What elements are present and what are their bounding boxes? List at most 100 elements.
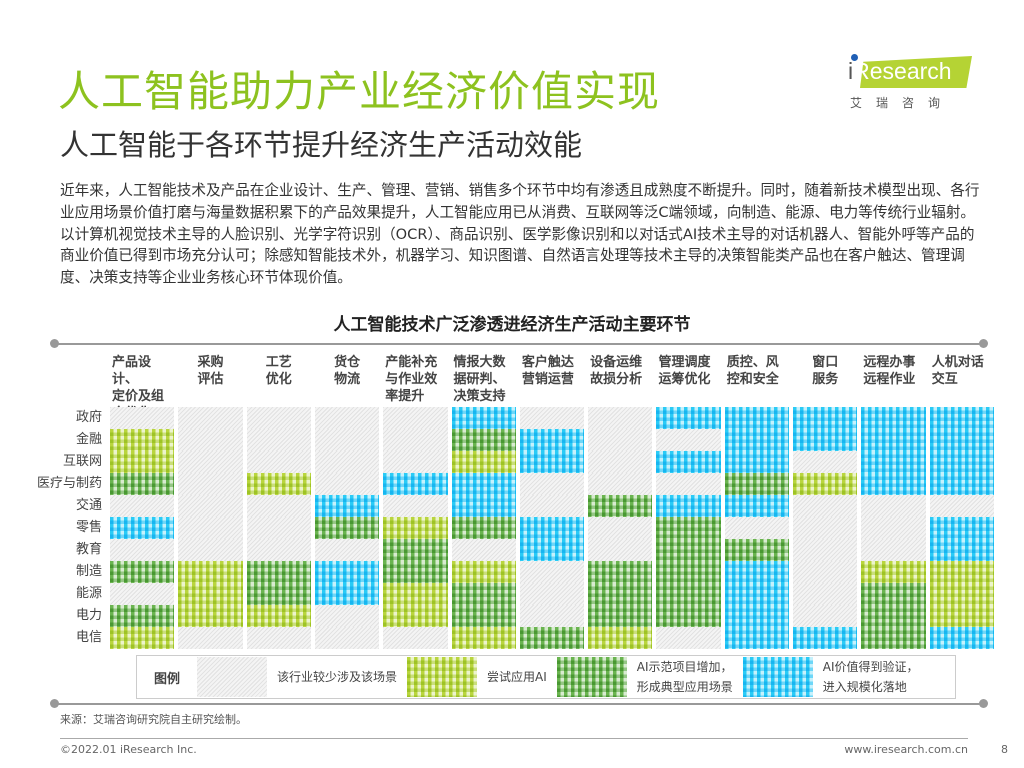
column-header: 工艺优化 <box>247 354 311 422</box>
heatmap-cell <box>588 539 653 561</box>
heatmap-cell <box>724 583 790 605</box>
heatmap-cell <box>451 561 516 583</box>
heatmap-cell <box>178 473 243 495</box>
page-number: 8 <box>1001 743 1008 756</box>
heatmap-cell <box>246 451 311 473</box>
heatmap-cell <box>110 473 175 495</box>
heatmap-cell <box>519 429 585 451</box>
heatmap-cell <box>519 627 585 649</box>
heatmap-cell <box>314 407 380 429</box>
column-header: 窗口服务 <box>793 354 857 422</box>
heatmap-cell <box>314 627 380 649</box>
column-header-line: 决策支持 <box>453 389 506 404</box>
heatmap-cell <box>451 583 516 605</box>
column-header-line: 质控、风 <box>726 355 779 370</box>
heatmap-cell <box>724 429 790 451</box>
heatmap-cell <box>724 473 790 495</box>
heatmap-cell <box>929 473 994 495</box>
heatmap-cell <box>451 539 516 561</box>
heatmap-cell <box>861 495 926 517</box>
legend-label-line: 形成典型应用场景 <box>636 680 733 694</box>
column-header: 产能补充 与作业效 率提升 <box>383 354 447 422</box>
heatmap-cell <box>178 539 243 561</box>
heatmap-cell <box>861 517 926 539</box>
heatmap-cell <box>656 407 721 429</box>
row-label: 金融 <box>75 432 102 447</box>
heatmap-cell <box>793 561 858 583</box>
heatmap-cell <box>656 429 721 451</box>
heatmap-cell <box>246 583 311 605</box>
heatmap-cell <box>929 627 994 649</box>
heatmap-cell <box>929 429 994 451</box>
column-header: 远程办事 远程作业 <box>861 354 925 422</box>
column-header-line: 产品设计、 <box>112 355 152 387</box>
legend-swatch <box>407 657 478 697</box>
heatmap-cell <box>793 451 858 473</box>
heatmap-cell <box>178 627 243 649</box>
heatmap-cell <box>314 539 380 561</box>
heatmap-cell <box>314 429 380 451</box>
column-header-line: 故损分析 <box>590 372 643 387</box>
heatmap-cell <box>588 561 653 583</box>
heatmap-cell <box>178 605 243 627</box>
heatmap-cell <box>383 605 448 627</box>
heatmap-cell <box>519 495 585 517</box>
column-header: 管理调度 运筹优化 <box>656 354 720 422</box>
heatmap-cell <box>246 627 311 649</box>
heatmap-cell <box>178 495 243 517</box>
heatmap-cell <box>929 539 994 561</box>
column-header-line: 控和安全 <box>726 372 779 387</box>
heatmap-cell <box>383 561 448 583</box>
heatmap-cell <box>451 429 516 451</box>
heatmap-cell <box>793 473 858 495</box>
copyright: ©2022.01 iResearch Inc. <box>60 743 197 756</box>
row-label: 制造 <box>75 564 102 579</box>
heatmap-cell <box>383 429 448 451</box>
heatmap-cell <box>246 429 311 451</box>
source-note: 来源：艾瑞咨询研究院自主研究绘制。 <box>60 713 247 726</box>
column-headers: 产品设计、定价及组合优化采购评估工艺优化货仓物流产能补充与作业效率提升情报大数据… <box>110 354 994 422</box>
heatmap-cell <box>656 451 721 473</box>
heatmap-cell <box>314 605 380 627</box>
heatmap-cell <box>519 583 585 605</box>
heatmap-cell <box>519 517 585 539</box>
legend-label-line: 该行业较少涉及该场景 <box>277 670 398 684</box>
legend-swatch <box>742 657 813 697</box>
heatmap-cell <box>793 517 858 539</box>
heatmap-cell <box>793 429 858 451</box>
heatmap-cell <box>588 451 653 473</box>
heatmap-cell <box>656 473 721 495</box>
legend-label-line: AI价值得到验证， <box>822 660 919 674</box>
row-labels: 政府 金融 互联网 医疗与制药 交通 零售 教育 制造 能源 电力 电信 <box>0 407 102 649</box>
heatmap-cell <box>793 495 858 517</box>
heatmap-grid <box>110 407 994 649</box>
heatmap-cell <box>314 473 380 495</box>
legend-label: 该行业较少涉及该场景 <box>267 667 407 687</box>
heatmap-cell <box>861 451 926 473</box>
legend-swatch <box>197 657 267 697</box>
heatmap-cell <box>383 583 448 605</box>
heatmap-cell <box>451 473 516 495</box>
heatmap-cell <box>656 495 721 517</box>
heatmap-cell <box>383 495 448 517</box>
heatmap-cell <box>383 407 448 429</box>
heatmap-cell <box>861 539 926 561</box>
column-header-text: 采购评估 <box>197 355 224 387</box>
heatmap-cell <box>451 495 516 517</box>
heatmap-cell <box>451 407 516 429</box>
heatmap-cell <box>110 495 175 517</box>
column-header: 人机对话 交互 <box>930 354 994 422</box>
heatmap-cell <box>861 561 926 583</box>
column-header: 客户触达 营销运营 <box>520 354 584 422</box>
heatmap-cell <box>178 407 243 429</box>
heatmap-cell <box>314 451 380 473</box>
column-header: 情报大数 据研判、 决策支持 <box>452 354 516 422</box>
heatmap-cell <box>724 451 790 473</box>
heatmap-cell <box>793 539 858 561</box>
row-label: 电力 <box>75 608 102 623</box>
iresearch-logo: iResearch 艾瑞咨询 <box>848 52 972 112</box>
heatmap-cell <box>314 583 380 605</box>
heatmap-cell <box>656 627 721 649</box>
heatmap-cell <box>519 407 585 429</box>
heatmap-cell <box>724 495 790 517</box>
